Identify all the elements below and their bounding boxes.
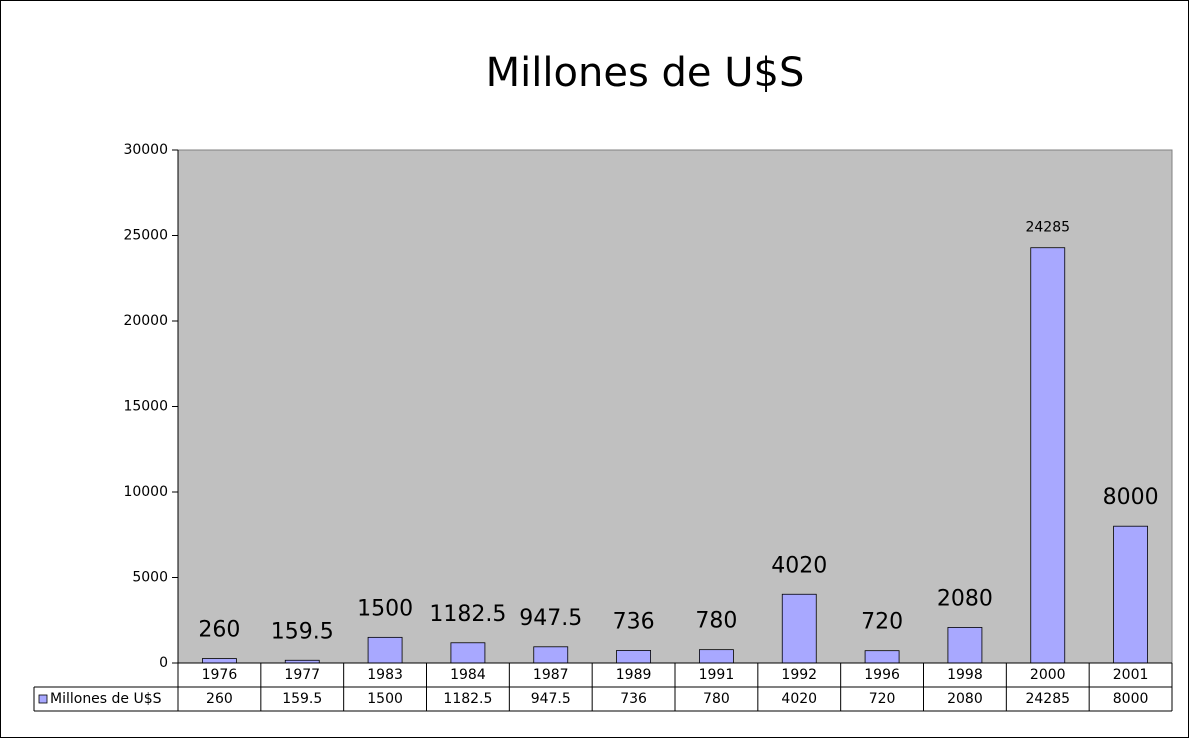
table-value: 780 xyxy=(703,691,730,707)
data-label: 1500 xyxy=(357,596,413,621)
y-tick-label: 20000 xyxy=(123,313,168,329)
data-label: 780 xyxy=(695,609,737,634)
data-label: 8000 xyxy=(1103,485,1159,510)
data-label: 1182.5 xyxy=(429,602,506,627)
x-tick-label: 1977 xyxy=(284,667,320,683)
data-label: 4020 xyxy=(771,553,827,578)
y-tick-label: 5000 xyxy=(132,570,168,586)
table-value: 947.5 xyxy=(531,691,571,707)
chart-title: Millones de U$S xyxy=(486,50,805,96)
table-value: 720 xyxy=(869,691,896,707)
bar xyxy=(450,642,486,664)
table-value: 260 xyxy=(206,691,233,707)
table-value: 1500 xyxy=(367,691,403,707)
table-value: 24285 xyxy=(1025,691,1070,707)
table-value: 736 xyxy=(620,691,647,707)
table-value: 1182.5 xyxy=(443,691,492,707)
x-tick-label: 1998 xyxy=(947,667,983,683)
x-tick-label: 2000 xyxy=(1030,667,1066,683)
x-tick-label: 2001 xyxy=(1113,667,1149,683)
data-label: 720 xyxy=(861,610,903,635)
bar xyxy=(616,650,651,664)
bar xyxy=(1030,247,1066,664)
table-value: 4020 xyxy=(781,691,817,707)
x-tick-label: 1987 xyxy=(533,667,569,683)
data-label: 2080 xyxy=(937,586,993,611)
x-tick-label: 1989 xyxy=(616,667,652,683)
bar xyxy=(1113,525,1148,664)
bar xyxy=(367,636,403,664)
bar xyxy=(864,650,900,664)
bar xyxy=(947,627,983,664)
legend-label: Millones de U$S xyxy=(50,691,162,707)
bar xyxy=(699,649,734,664)
bar xyxy=(781,593,817,664)
table-value: 8000 xyxy=(1113,691,1149,707)
bar xyxy=(202,658,237,664)
x-tick-label: 1992 xyxy=(781,667,817,683)
data-label: 947.5 xyxy=(519,606,582,631)
x-tick-label: 1984 xyxy=(450,667,486,683)
x-tick-label: 1991 xyxy=(699,667,735,683)
x-tick-label: 1983 xyxy=(367,667,403,683)
bar xyxy=(533,646,569,664)
y-tick-label: 30000 xyxy=(123,142,168,158)
data-label: 24285 xyxy=(1025,220,1070,236)
x-tick-label: 1976 xyxy=(202,667,238,683)
data-label: 159.5 xyxy=(271,619,334,644)
y-tick-label: 15000 xyxy=(123,399,168,415)
data-label: 736 xyxy=(613,609,655,634)
table-value: 159.5 xyxy=(282,691,322,707)
plot-area xyxy=(177,149,1173,664)
y-tick-label: 0 xyxy=(159,655,168,671)
y-tick-label: 25000 xyxy=(123,228,168,244)
x-tick-label: 1996 xyxy=(864,667,900,683)
legend-key xyxy=(38,694,48,704)
y-tick-label: 10000 xyxy=(123,484,168,500)
data-label: 260 xyxy=(198,618,240,643)
table-value: 2080 xyxy=(947,691,983,707)
